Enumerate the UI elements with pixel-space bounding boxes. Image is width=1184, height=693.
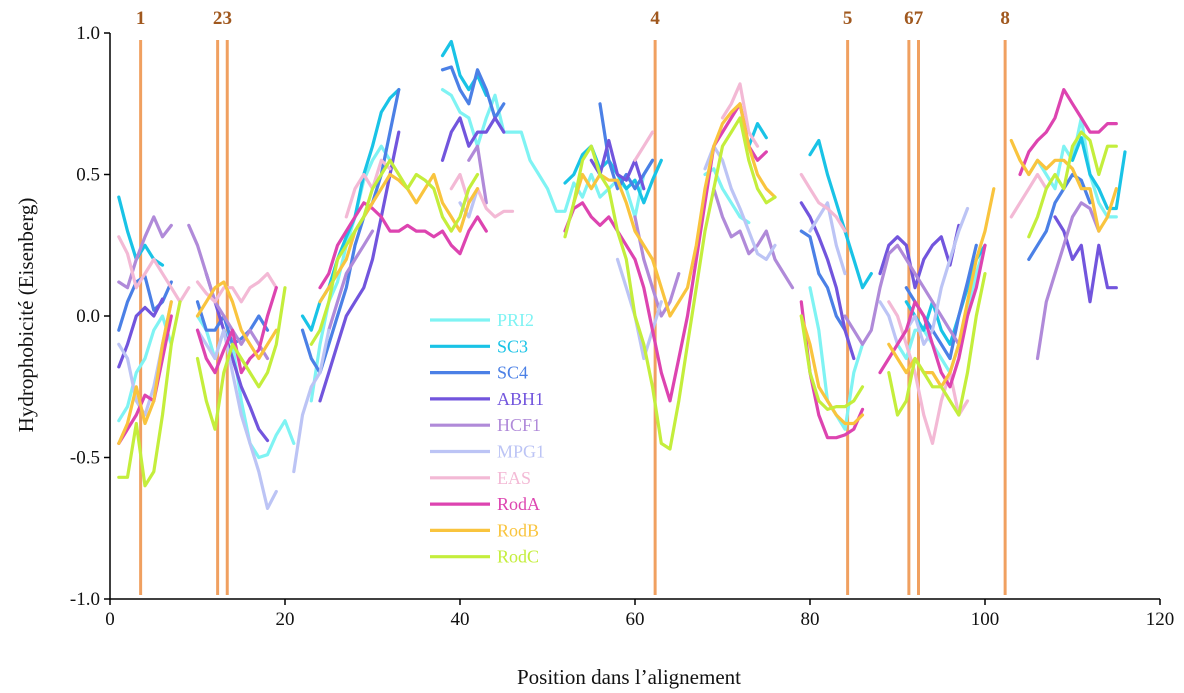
legend-item-abh1: ABH1 xyxy=(430,389,544,409)
marker-label-2: 2 xyxy=(213,8,223,29)
legend-item-sc4: SC4 xyxy=(430,363,528,383)
y-tick-label: -1.0 xyxy=(70,589,100,610)
legend-label: HCF1 xyxy=(497,415,541,435)
y-axis-title: Hydrophobicité (Eisenberg) xyxy=(14,198,38,433)
y-tick-label: -0.5 xyxy=(70,448,100,469)
x-tick-label: 20 xyxy=(276,609,295,630)
series-line-hcf1-4 xyxy=(635,217,679,316)
legend-label: SC3 xyxy=(497,336,528,356)
y-tick-label: 0.5 xyxy=(76,165,100,186)
series-lines xyxy=(119,42,1125,509)
marker-label-1: 1 xyxy=(136,8,146,29)
series-line-eas-6 xyxy=(801,175,845,232)
series-line-abh1-5 xyxy=(801,203,854,359)
legend-label: MPG1 xyxy=(497,442,545,462)
marker-label-5: 5 xyxy=(843,8,853,29)
legend-label: SC4 xyxy=(497,363,528,383)
legend-item-rodb: RodB xyxy=(430,520,539,540)
series-line-eas-0 xyxy=(119,237,189,302)
marker-label-7: 7 xyxy=(914,8,924,29)
y-tick-label: 0.0 xyxy=(76,306,100,327)
marker-label-4: 4 xyxy=(650,8,660,29)
x-axis-title: Position dans l’alignement xyxy=(517,665,741,689)
x-tick-label: 100 xyxy=(971,609,1000,630)
legend-item-mpg1: MPG1 xyxy=(430,442,545,462)
x-tick-label: 60 xyxy=(626,609,645,630)
marker-label-6: 6 xyxy=(904,8,914,29)
legend-label: EAS xyxy=(497,468,531,488)
legend-item-hcf1: HCF1 xyxy=(430,415,541,435)
legend-item-rodc: RodC xyxy=(430,547,539,567)
legend-label: PRI2 xyxy=(497,310,534,330)
series-line-abh1-7 xyxy=(1055,217,1116,302)
axes: -1.0 -0.5 0.0 0.5 1.0 0 20 40 60 80 100 120 xyxy=(70,23,1174,630)
series-line-roda-3 xyxy=(565,104,766,401)
legend: PRI2 SC3 SC4 ABH1 HCF1 MPG1 EAS RodA RodB RodC xyxy=(430,310,545,567)
legend-label: ABH1 xyxy=(497,389,544,409)
series-line-eas-4 xyxy=(635,132,653,160)
series-roda xyxy=(119,90,1117,444)
x-tick-label: 120 xyxy=(1146,609,1175,630)
legend-item-eas: EAS xyxy=(430,468,531,488)
legend-item-roda: RodA xyxy=(430,494,540,514)
y-tick-label: 1.0 xyxy=(76,23,100,44)
legend-item-pri2: PRI2 xyxy=(430,310,534,330)
legend-label: RodB xyxy=(497,520,539,540)
series-line-rodc-0 xyxy=(119,302,180,486)
x-tick-label: 0 xyxy=(105,609,115,630)
series-line-mpg1-7 xyxy=(880,209,968,345)
series-line-sc4-3 xyxy=(443,67,504,118)
x-tick-label: 80 xyxy=(801,609,820,630)
marker-label-3: 3 xyxy=(223,8,233,29)
legend-item-sc3: SC3 xyxy=(430,336,528,356)
marker-label-8: 8 xyxy=(1000,8,1010,29)
legend-label: RodC xyxy=(497,547,539,567)
legend-label: RodA xyxy=(497,494,540,514)
x-tick-label: 40 xyxy=(451,609,470,630)
